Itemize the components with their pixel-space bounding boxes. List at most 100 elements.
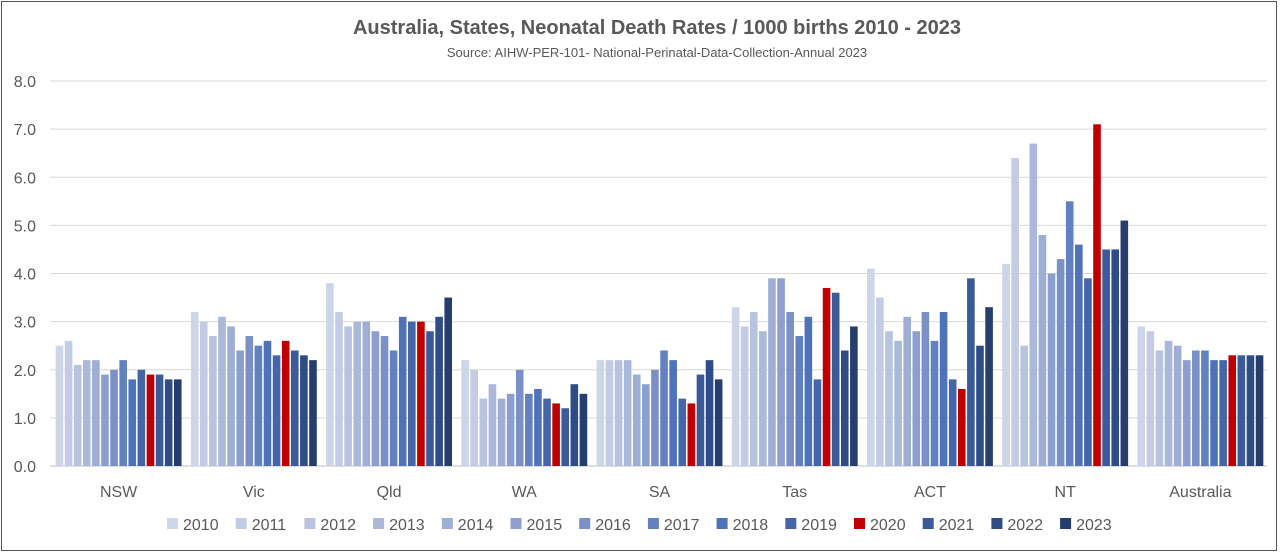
legend-swatch <box>304 518 316 529</box>
bar <box>605 360 614 467</box>
category-label: SA <box>649 484 671 501</box>
legend-swatch <box>922 518 934 529</box>
legend-swatch <box>579 518 591 529</box>
bar <box>1029 143 1038 466</box>
bar <box>930 340 939 467</box>
bar <box>1047 273 1056 466</box>
bar <box>1155 350 1164 466</box>
bar <box>1093 124 1101 466</box>
bar <box>976 345 984 466</box>
bar <box>579 393 588 466</box>
bar <box>1020 345 1029 466</box>
bar <box>335 312 343 466</box>
bar <box>894 340 902 467</box>
bar <box>1164 340 1173 467</box>
category-label: NSW <box>100 484 138 501</box>
bar <box>632 374 641 466</box>
legend-swatch <box>235 518 247 529</box>
category-label: Australia <box>1169 484 1231 501</box>
bar <box>777 278 785 466</box>
legend-label: 2022 <box>1007 517 1043 534</box>
bar <box>850 326 858 466</box>
category-label: Vic <box>243 484 265 501</box>
bar <box>967 278 975 466</box>
bar <box>146 374 155 466</box>
legend-label: 2017 <box>664 517 700 534</box>
bar <box>813 379 822 467</box>
legend-label: 2012 <box>320 517 356 534</box>
x-axis-categories: NSW Vic Qld WA SA Tas ACT NT Australia <box>100 484 1232 501</box>
category-label: Qld <box>377 484 402 501</box>
bar <box>822 287 831 466</box>
bar <box>227 326 235 466</box>
y-tick-label: 3.0 <box>14 315 36 332</box>
bar <box>885 331 893 466</box>
bar <box>543 398 551 467</box>
legend-label: 2010 <box>183 517 219 534</box>
category-label: ACT <box>914 484 946 501</box>
bar <box>948 379 957 467</box>
bar <box>1102 249 1110 466</box>
y-tick-label: 8.0 <box>14 74 36 91</box>
legend-label: 2011 <box>252 517 287 534</box>
y-tick-label: 1.0 <box>14 411 36 428</box>
bar <box>1255 355 1264 466</box>
bar <box>470 369 479 466</box>
bar <box>444 297 453 466</box>
bar <box>64 340 73 467</box>
bar <box>497 398 506 467</box>
legend-label: 2018 <box>733 517 769 534</box>
bar <box>173 379 182 467</box>
bar <box>389 350 398 466</box>
bar <box>651 369 659 466</box>
bar <box>921 312 930 466</box>
bar <box>1192 350 1200 466</box>
bar <box>749 312 758 466</box>
bar <box>209 336 217 466</box>
category-label: WA <box>512 484 538 501</box>
bar <box>435 316 443 466</box>
legend-swatch <box>991 518 1003 529</box>
bar <box>768 278 776 466</box>
bar <box>1137 326 1146 466</box>
bar <box>300 355 308 466</box>
bar <box>614 360 623 467</box>
bar <box>866 268 875 466</box>
bar <box>534 389 542 466</box>
bar <box>1182 360 1191 467</box>
legend-swatch <box>1060 518 1072 529</box>
bar <box>687 403 696 466</box>
bars <box>55 124 1264 467</box>
legend-swatch <box>647 518 659 529</box>
bar <box>804 316 813 466</box>
bar <box>786 312 794 466</box>
bar <box>1065 201 1074 466</box>
legend-swatch <box>716 518 728 529</box>
bar <box>660 350 668 466</box>
bar <box>1237 355 1246 466</box>
bar <box>506 393 515 466</box>
bar <box>272 355 281 466</box>
bar <box>92 360 100 467</box>
bar <box>831 292 840 466</box>
legend-swatch <box>854 518 865 529</box>
bar <box>371 331 380 466</box>
bar <box>488 384 497 466</box>
bar <box>218 316 226 466</box>
bar <box>714 379 723 467</box>
y-tick-label: 5.0 <box>14 218 36 235</box>
bar <box>190 312 199 466</box>
y-tick-label: 0.0 <box>14 459 36 476</box>
bar <box>1219 360 1227 467</box>
bar <box>525 393 533 466</box>
bar <box>128 379 137 467</box>
legend-label: 2016 <box>595 517 631 534</box>
bar <box>254 345 263 466</box>
bar <box>119 360 127 467</box>
chart-title: Australia, States, Neonatal Death Rates … <box>352 17 962 39</box>
legend-label: 2015 <box>527 517 563 534</box>
legend-swatch <box>167 518 178 529</box>
bar <box>705 360 714 467</box>
legend-swatch <box>373 518 385 529</box>
bar <box>1173 345 1182 466</box>
